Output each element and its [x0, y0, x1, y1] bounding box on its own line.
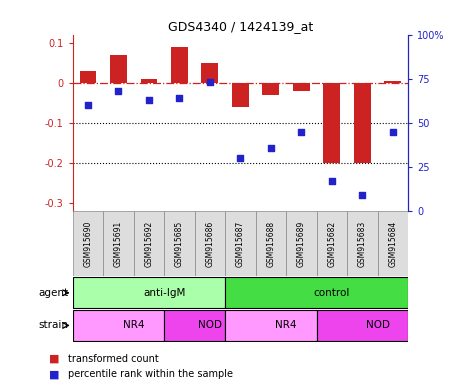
Text: GSM915686: GSM915686: [205, 221, 214, 267]
Title: GDS4340 / 1424139_at: GDS4340 / 1424139_at: [168, 20, 313, 33]
Text: NR4: NR4: [275, 320, 297, 331]
Point: [145, 97, 152, 103]
Text: GSM915691: GSM915691: [114, 221, 123, 267]
Text: GSM915684: GSM915684: [388, 221, 397, 267]
Bar: [164, 310, 225, 341]
Point: [175, 95, 183, 101]
Bar: [195, 211, 225, 276]
Point: [114, 88, 122, 94]
Bar: [293, 83, 310, 91]
Bar: [225, 211, 256, 276]
Text: GSM915689: GSM915689: [297, 221, 306, 267]
Text: GSM915692: GSM915692: [144, 221, 153, 267]
Bar: [256, 211, 286, 276]
Bar: [164, 211, 195, 276]
Text: GSM915687: GSM915687: [236, 221, 245, 267]
Point: [297, 129, 305, 135]
Bar: [347, 211, 378, 276]
Text: NR4: NR4: [123, 320, 144, 331]
Text: GSM915688: GSM915688: [266, 221, 275, 267]
Text: NOD: NOD: [365, 320, 390, 331]
Bar: [317, 211, 347, 276]
Text: GSM915683: GSM915683: [358, 221, 367, 267]
Point: [236, 155, 244, 161]
Text: ■: ■: [49, 369, 60, 379]
Bar: [171, 46, 188, 83]
Point: [328, 178, 335, 184]
Text: ■: ■: [49, 354, 60, 364]
Point: [84, 102, 91, 108]
Text: agent: agent: [38, 288, 68, 298]
Bar: [232, 83, 249, 107]
Text: transformed count: transformed count: [68, 354, 159, 364]
Bar: [110, 55, 127, 83]
Bar: [263, 83, 279, 95]
Bar: [73, 310, 164, 341]
Text: GSM915690: GSM915690: [83, 221, 92, 267]
Bar: [73, 277, 225, 308]
Point: [358, 192, 366, 199]
Text: control: control: [314, 288, 350, 298]
Bar: [385, 81, 401, 83]
Point: [206, 79, 213, 85]
Bar: [202, 63, 218, 83]
Point: [389, 129, 396, 135]
Text: strain: strain: [38, 320, 68, 331]
Point: [267, 144, 274, 151]
Bar: [134, 211, 164, 276]
Bar: [317, 310, 408, 341]
Bar: [73, 211, 103, 276]
Bar: [378, 211, 408, 276]
Text: GSM915682: GSM915682: [327, 221, 336, 267]
Text: anti-IgM: anti-IgM: [143, 288, 185, 298]
Text: GSM915685: GSM915685: [175, 221, 184, 267]
Bar: [225, 277, 408, 308]
Text: percentile rank within the sample: percentile rank within the sample: [68, 369, 233, 379]
Bar: [103, 211, 134, 276]
Bar: [354, 83, 371, 163]
Bar: [80, 71, 96, 83]
Text: NOD: NOD: [198, 320, 222, 331]
Bar: [141, 79, 157, 83]
Bar: [324, 83, 340, 163]
Bar: [286, 211, 317, 276]
Bar: [225, 310, 317, 341]
